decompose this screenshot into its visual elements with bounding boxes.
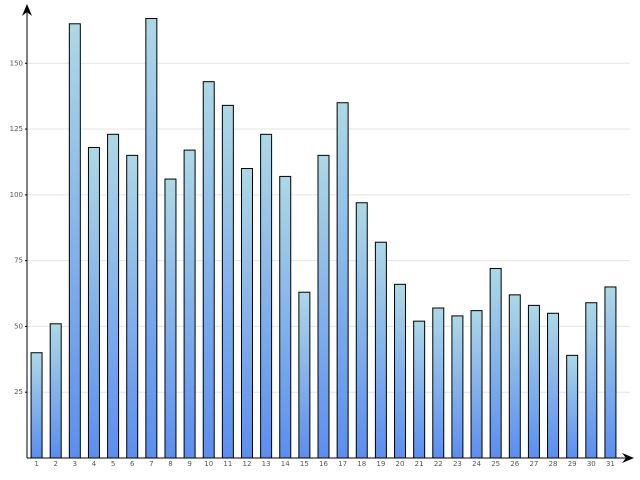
bar — [374, 241, 387, 459]
y-tick-label: 100 — [10, 191, 23, 199]
bar — [107, 133, 120, 459]
x-tick-label: 24 — [472, 460, 481, 468]
bar — [87, 146, 100, 459]
x-tick-label: 2 — [53, 460, 57, 468]
x-tick-label: 23 — [453, 460, 462, 468]
bar — [49, 323, 62, 459]
x-tick-label: 30 — [587, 460, 596, 468]
bar — [451, 315, 464, 459]
bar — [279, 175, 292, 459]
bar — [68, 23, 81, 459]
bar — [221, 104, 234, 459]
bar — [145, 18, 158, 459]
x-axis-arrow — [622, 453, 634, 463]
x-tick-label: 11 — [223, 460, 232, 468]
bar — [508, 294, 521, 459]
bar — [336, 102, 349, 459]
bar — [240, 168, 253, 459]
bar — [604, 286, 617, 459]
x-tick-label: 17 — [338, 460, 347, 468]
x-tick-label: 6 — [130, 460, 135, 468]
bar — [183, 149, 196, 459]
x-tick-label: 13 — [262, 460, 271, 468]
x-tick-label: 19 — [376, 460, 385, 468]
bar — [202, 81, 215, 459]
x-tick-label: 8 — [168, 460, 172, 468]
bar — [585, 302, 598, 459]
bar — [355, 202, 368, 459]
x-tick-label: 4 — [92, 460, 97, 468]
bar — [394, 283, 407, 459]
x-tick-label: 21 — [415, 460, 424, 468]
x-tick-label: 16 — [319, 460, 328, 468]
y-tick-label: 25 — [14, 388, 23, 396]
x-tick-label: 22 — [434, 460, 443, 468]
bar — [298, 291, 311, 459]
x-tick-label: 31 — [606, 460, 615, 468]
bar — [432, 307, 445, 459]
y-tick-label: 50 — [14, 322, 23, 330]
x-tick-label: 15 — [300, 460, 309, 468]
bar — [164, 178, 177, 459]
y-tick-label: 75 — [14, 257, 23, 265]
x-tick-label: 3 — [73, 460, 77, 468]
x-tick-label: 26 — [510, 460, 519, 468]
bar — [126, 154, 139, 459]
x-tick-label: 9 — [187, 460, 191, 468]
x-tick-label: 5 — [111, 460, 115, 468]
x-tick-label: 14 — [281, 460, 290, 468]
bar — [566, 354, 579, 459]
bar — [527, 304, 540, 459]
x-tick-label: 1 — [34, 460, 38, 468]
bar — [489, 268, 502, 459]
bar — [413, 320, 426, 459]
x-tick-label: 29 — [568, 460, 577, 468]
bar — [470, 310, 483, 459]
x-tick-label: 25 — [491, 460, 500, 468]
x-tick-label: 18 — [357, 460, 366, 468]
x-tick-label: 20 — [396, 460, 405, 468]
y-tick-label: 125 — [10, 125, 23, 133]
y-tick-label: 150 — [10, 59, 23, 67]
bar — [30, 352, 43, 459]
x-tick-label: 10 — [204, 460, 213, 468]
bar — [547, 312, 560, 459]
x-tick-label: 27 — [529, 460, 538, 468]
x-tick-label: 7 — [149, 460, 153, 468]
bar — [260, 133, 273, 459]
x-tick-label: 12 — [243, 460, 252, 468]
y-axis-arrow — [22, 4, 32, 16]
x-tick-label: 28 — [549, 460, 558, 468]
bar — [317, 154, 330, 459]
